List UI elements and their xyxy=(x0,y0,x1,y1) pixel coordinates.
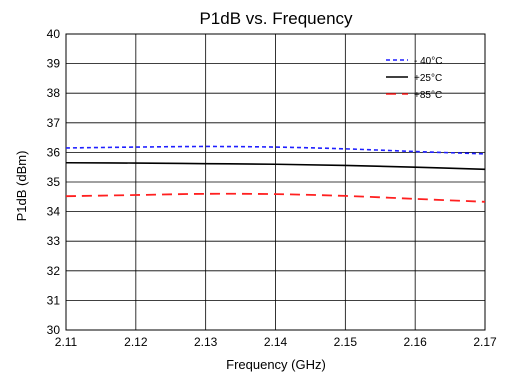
y-tick-label: 32 xyxy=(47,264,61,278)
y-tick-label: 37 xyxy=(47,116,61,130)
y-tick-label: 36 xyxy=(47,145,61,159)
x-tick-label: 2.16 xyxy=(403,335,427,349)
plot-border xyxy=(65,33,486,331)
y-tick-label: 38 xyxy=(47,86,61,100)
y-tick-label: 40 xyxy=(47,27,61,41)
y-tick-label: 30 xyxy=(47,323,61,337)
y-tick-label: 33 xyxy=(47,234,61,248)
x-tick-label: 2.14 xyxy=(264,335,288,349)
legend: - 40°C +25°C +85°C xyxy=(386,56,442,101)
x-tick-label: 2.13 xyxy=(194,335,218,349)
x-tick-label: 2.12 xyxy=(124,335,148,349)
y-tick-label: 35 xyxy=(47,175,61,189)
legend-entry-label: +85°C xyxy=(414,90,442,101)
series-line-1 xyxy=(65,161,486,171)
x-tick-label: 2.11 xyxy=(55,335,78,349)
x-tick-label: 2.17 xyxy=(473,335,497,349)
y-tick-label: 39 xyxy=(47,57,61,71)
x-axis-ticks: 2.11 2.12 2.13 2.14 2.15 2.16 2.17 xyxy=(55,335,497,349)
y-tick-label: 34 xyxy=(47,205,61,219)
chart-title: P1dB vs. Frequency xyxy=(199,9,353,28)
series-line-2 xyxy=(65,192,486,203)
y-axis-ticks: 30 31 32 33 34 35 36 37 38 39 40 xyxy=(47,27,61,337)
y-axis-label: P1dB (dBm) xyxy=(14,151,29,222)
legend-entry-label: +25°C xyxy=(414,73,442,84)
series-group xyxy=(65,145,486,203)
legend-entry-label: - 40°C xyxy=(414,56,442,67)
x-tick-label: 2.15 xyxy=(334,335,358,349)
x-axis-label: Frequency (GHz) xyxy=(226,357,326,372)
y-tick-label: 31 xyxy=(47,293,61,307)
